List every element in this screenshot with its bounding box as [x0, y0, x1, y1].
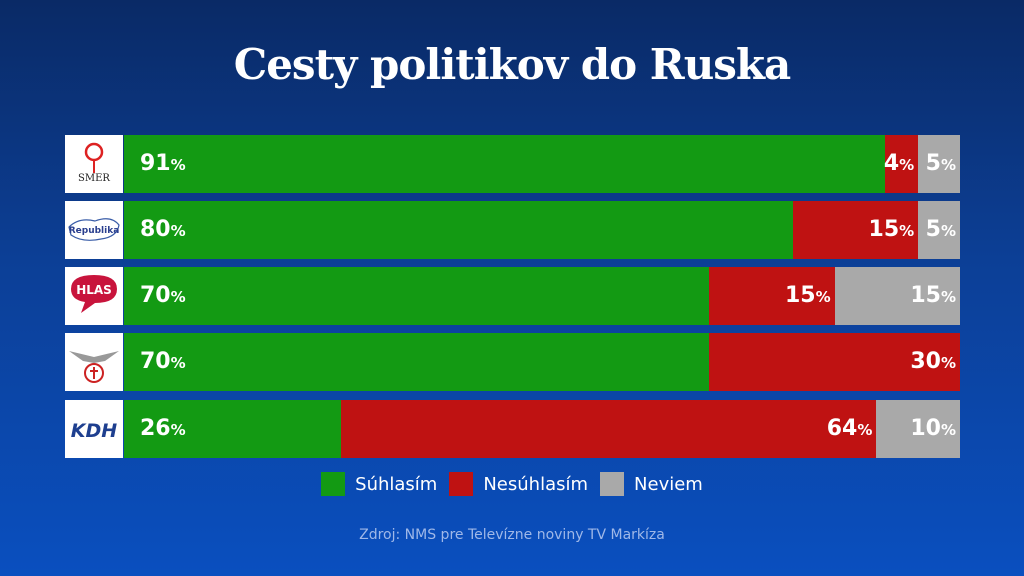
- bar-row-republika: Republika 80% 15% 5%: [65, 201, 960, 259]
- data-label: 5%: [925, 217, 956, 242]
- bar-row-hlas: HLAS 70% 15% 15%: [65, 267, 960, 325]
- slovakia-map-icon: Republika: [65, 201, 123, 259]
- data-label: 91%: [140, 151, 186, 176]
- bar-segment-nesúhlasím: [709, 333, 960, 391]
- bar-segment-nesúhlasím: [884, 135, 919, 193]
- source-note: Zdroj: NMS pre Televízne noviny TV Markí…: [359, 527, 665, 543]
- svg-text:KDH: KDH: [71, 420, 117, 442]
- kdh-logo-icon: KDH: [65, 400, 123, 458]
- bar: 70% 30%: [124, 333, 960, 391]
- bar-segment-nesúhlasím: [709, 267, 835, 325]
- chart-title: Cesty politikov do Ruska: [233, 40, 791, 89]
- legend-label: Neviem: [634, 473, 703, 495]
- legend-swatch: [600, 472, 625, 496]
- data-label: 26%: [140, 416, 186, 441]
- data-label: 15%: [784, 283, 831, 308]
- bar-row-kdh: KDH 26% 64% 10%: [65, 400, 960, 458]
- rose-icon: SMER: [65, 135, 123, 193]
- legend: Súhlasím Nesúhlasím Neviem: [0, 472, 1024, 496]
- bar-segment-súhlasím: [124, 267, 710, 325]
- bar-segment-súhlasím: [124, 400, 342, 458]
- svg-text:SMER: SMER: [78, 173, 110, 184]
- svg-text:Republika: Republika: [69, 226, 120, 236]
- bar-segment-neviem: [918, 135, 960, 193]
- bar: 70% 15% 15%: [124, 267, 960, 325]
- data-label: 15%: [868, 217, 915, 242]
- data-label: 70%: [140, 349, 186, 374]
- bar-segment-neviem: [834, 267, 960, 325]
- bar-segment-súhlasím: [124, 333, 710, 391]
- data-label: 64%: [826, 416, 873, 441]
- bar-segment-súhlasím: [124, 135, 885, 193]
- data-label: 15%: [910, 283, 956, 308]
- data-label: 80%: [140, 217, 186, 242]
- data-label: 5%: [925, 151, 956, 176]
- bar-row-sns: 70% 30%: [65, 333, 960, 391]
- eagle-emblem-icon: [65, 333, 123, 391]
- bar-segment-súhlasím: [124, 201, 793, 259]
- bar: 80% 15% 5%: [124, 201, 960, 259]
- data-label: 10%: [910, 416, 956, 441]
- legend-item: Nesúhlasím: [449, 472, 588, 496]
- bar: 26% 64% 10%: [124, 400, 960, 458]
- bar-segment-neviem: [876, 400, 960, 458]
- data-label: 30%: [910, 349, 956, 374]
- svg-text:HLAS: HLAS: [76, 283, 112, 297]
- legend-label: Súhlasím: [355, 473, 438, 495]
- legend-swatch: [321, 472, 346, 496]
- legend-swatch: [449, 472, 474, 496]
- speech-bubble-icon: HLAS: [65, 267, 123, 325]
- legend-item: Súhlasím: [321, 472, 437, 496]
- bar-row-smer: SMER 91% 4% 5%: [65, 135, 960, 193]
- bar-segment-neviem: [918, 201, 960, 259]
- legend-item: Neviem: [600, 472, 703, 496]
- legend-label: Nesúhlasím: [483, 473, 589, 495]
- bar-segment-nesúhlasím: [792, 201, 919, 259]
- bar: 91% 4% 5%: [124, 135, 960, 193]
- data-label: 70%: [140, 283, 186, 308]
- data-label: 4%: [883, 151, 915, 176]
- bar-segment-nesúhlasím: [341, 400, 877, 458]
